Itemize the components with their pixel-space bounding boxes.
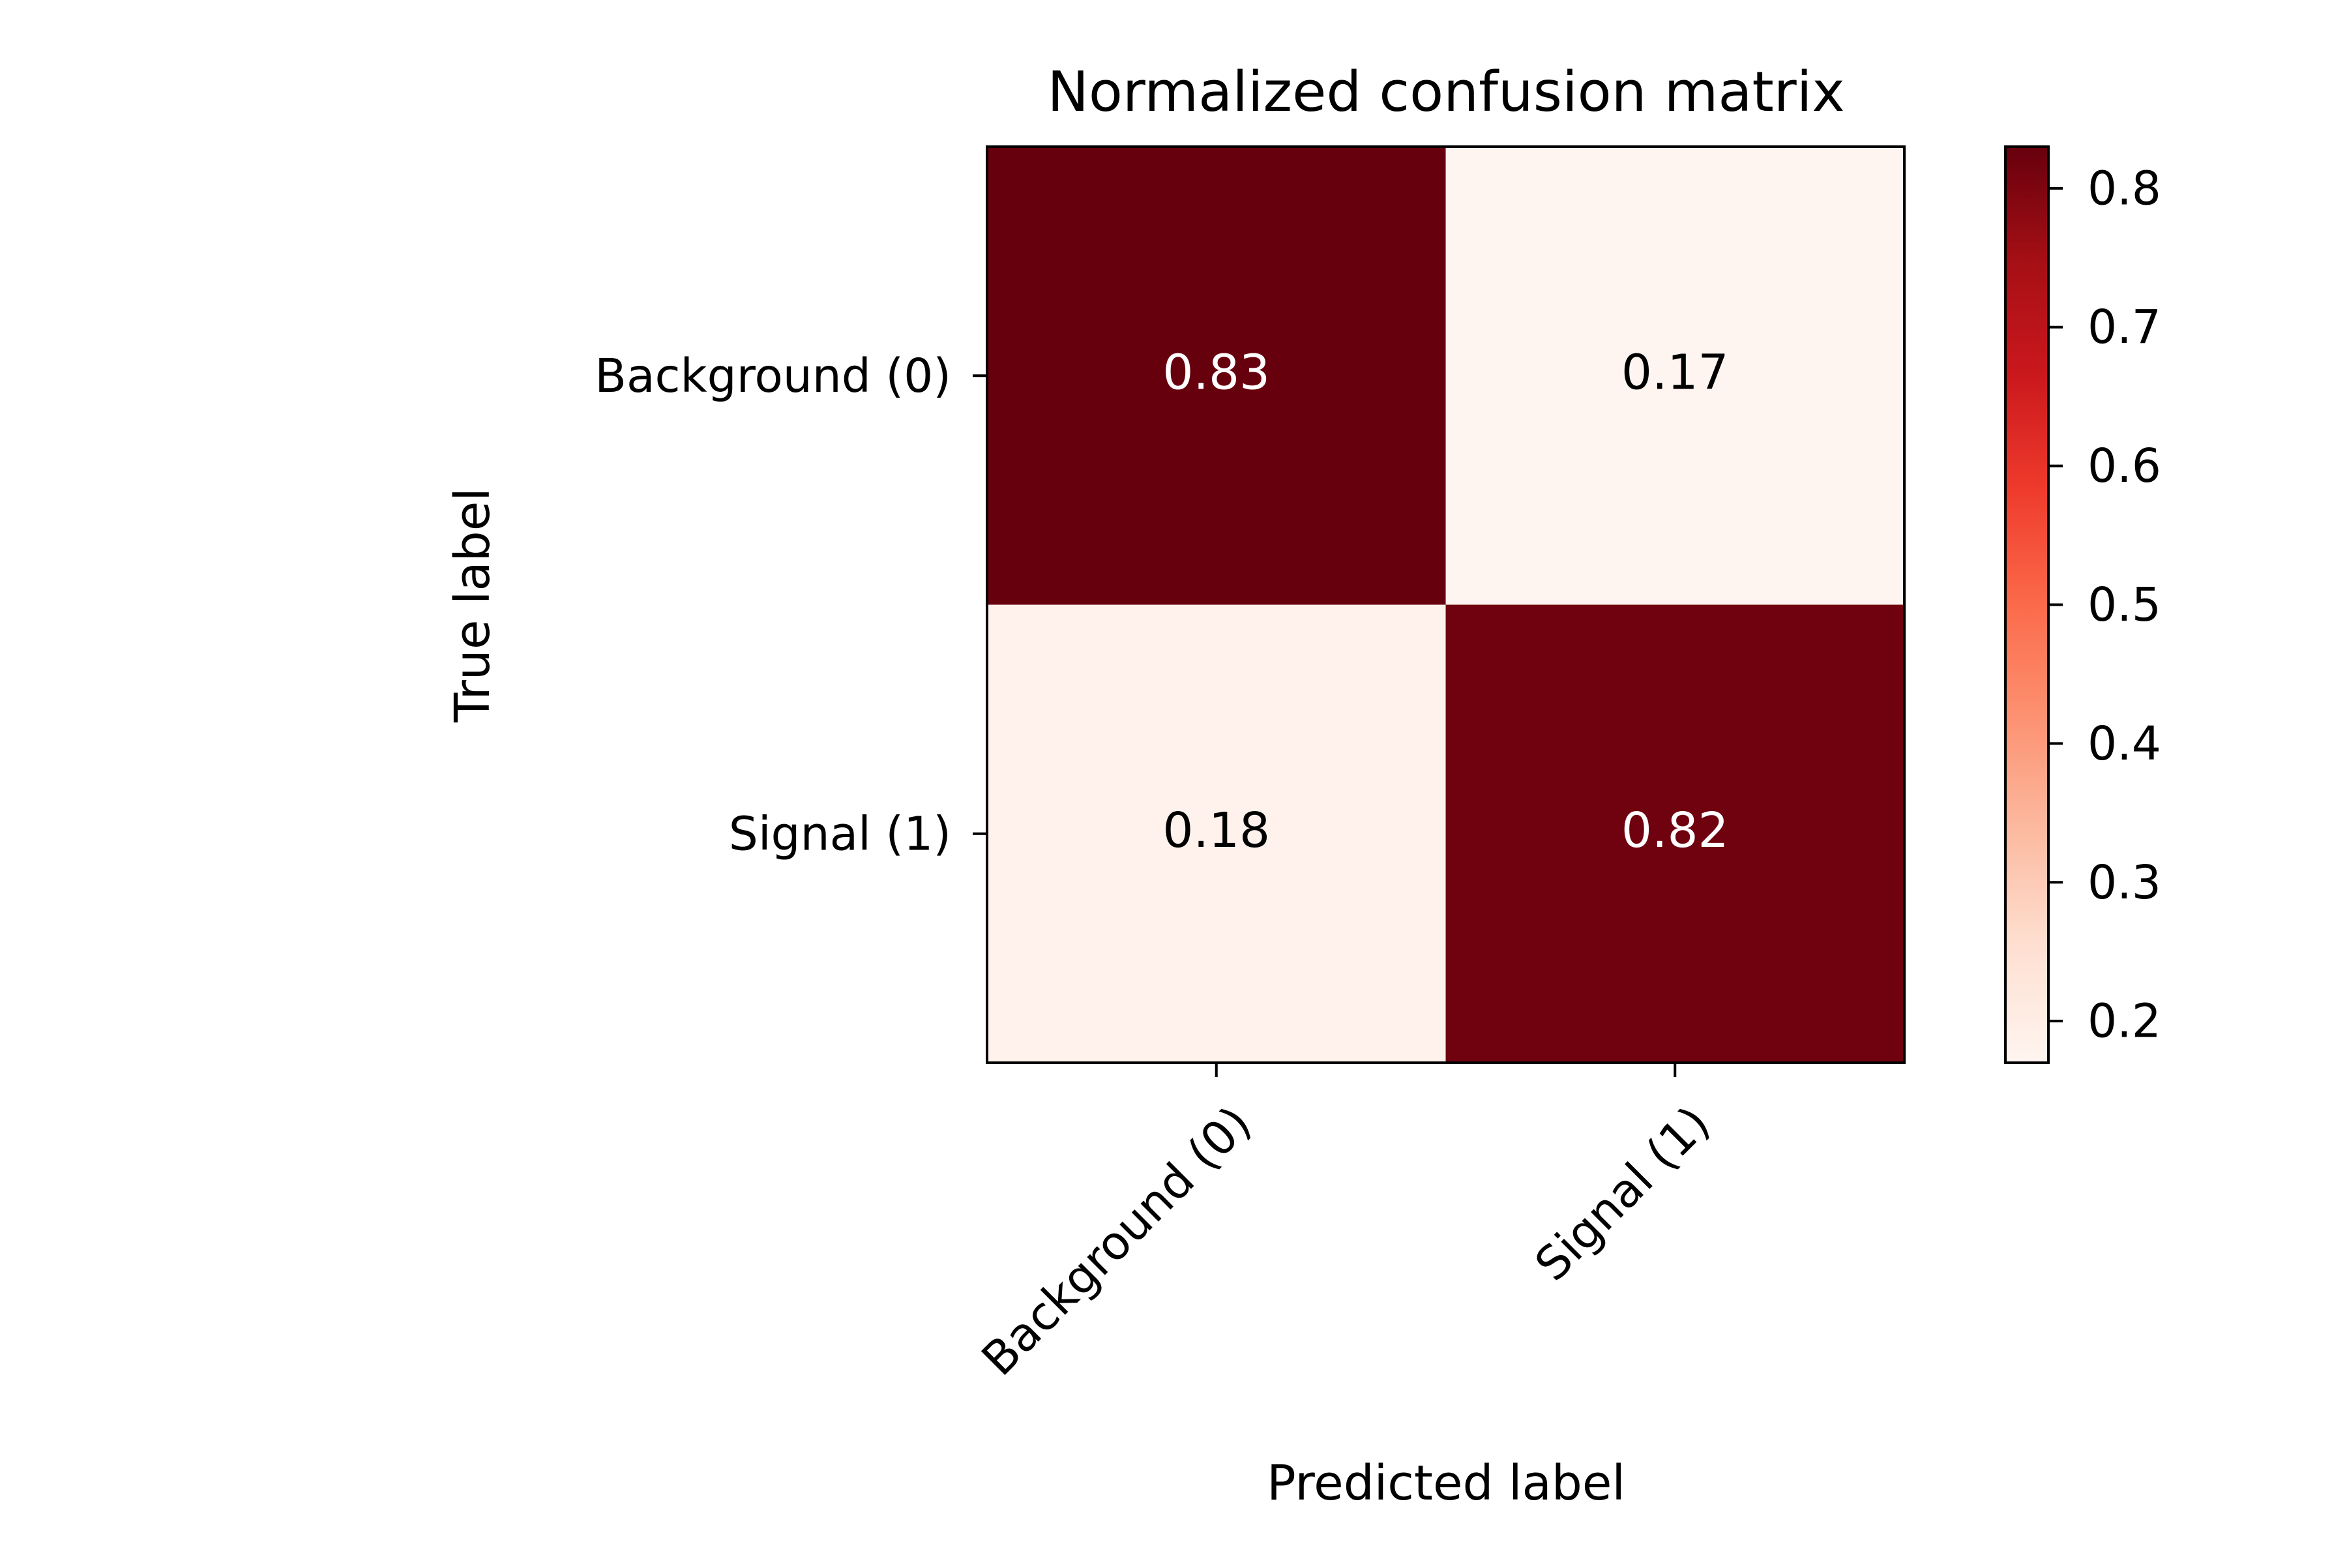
x-tick-label: Background (0)	[971, 1096, 1262, 1386]
heatmap-cell-label: 0.83	[1162, 344, 1270, 400]
colorbar-tick-label: 0.8	[2088, 161, 2161, 215]
heatmap-cell-label: 0.17	[1621, 344, 1729, 400]
colorbar-tick-label: 0.3	[2088, 855, 2161, 910]
colorbar-tick-label: 0.4	[2088, 717, 2161, 771]
colorbar	[2004, 145, 2050, 1064]
x-tick-label: Signal (1)	[1525, 1096, 1720, 1292]
heatmap-cell	[1445, 147, 1905, 605]
x-axis-label: Predicted label	[1267, 1455, 1625, 1511]
heatmap-cells	[987, 147, 1905, 1063]
chart-title: Normalized confusion matrix	[1047, 60, 1844, 125]
x-axis-ticks: Background (0) Signal (1)	[971, 1063, 1720, 1386]
heatmap-cell-labels: 0.83 0.17 0.18 0.82	[1162, 344, 1728, 859]
colorbar-tick-label: 0.2	[2088, 994, 2161, 1048]
heatmap-cell-label: 0.18	[1162, 803, 1270, 859]
colorbar-ticks: 0.2 0.3 0.4 0.5 0.6 0.7 0.8	[2048, 161, 2161, 1048]
heatmap-cell	[1445, 604, 1905, 1063]
y-axis-ticks: Background (0) Signal (1)	[595, 349, 987, 861]
colorbar-tick-label: 0.7	[2088, 300, 2161, 354]
colorbar-tick-label: 0.6	[2088, 439, 2161, 493]
y-tick-label: Background (0)	[595, 349, 951, 403]
heatmap-cell-label: 0.82	[1621, 803, 1729, 859]
plot-frame	[986, 145, 1906, 1064]
y-tick-label: Signal (1)	[729, 806, 951, 861]
heatmap-cell	[987, 147, 1446, 605]
colorbar-tick-label: 0.5	[2088, 578, 2161, 632]
heatmap-cell	[987, 604, 1446, 1063]
y-axis-label: True label	[445, 488, 501, 723]
